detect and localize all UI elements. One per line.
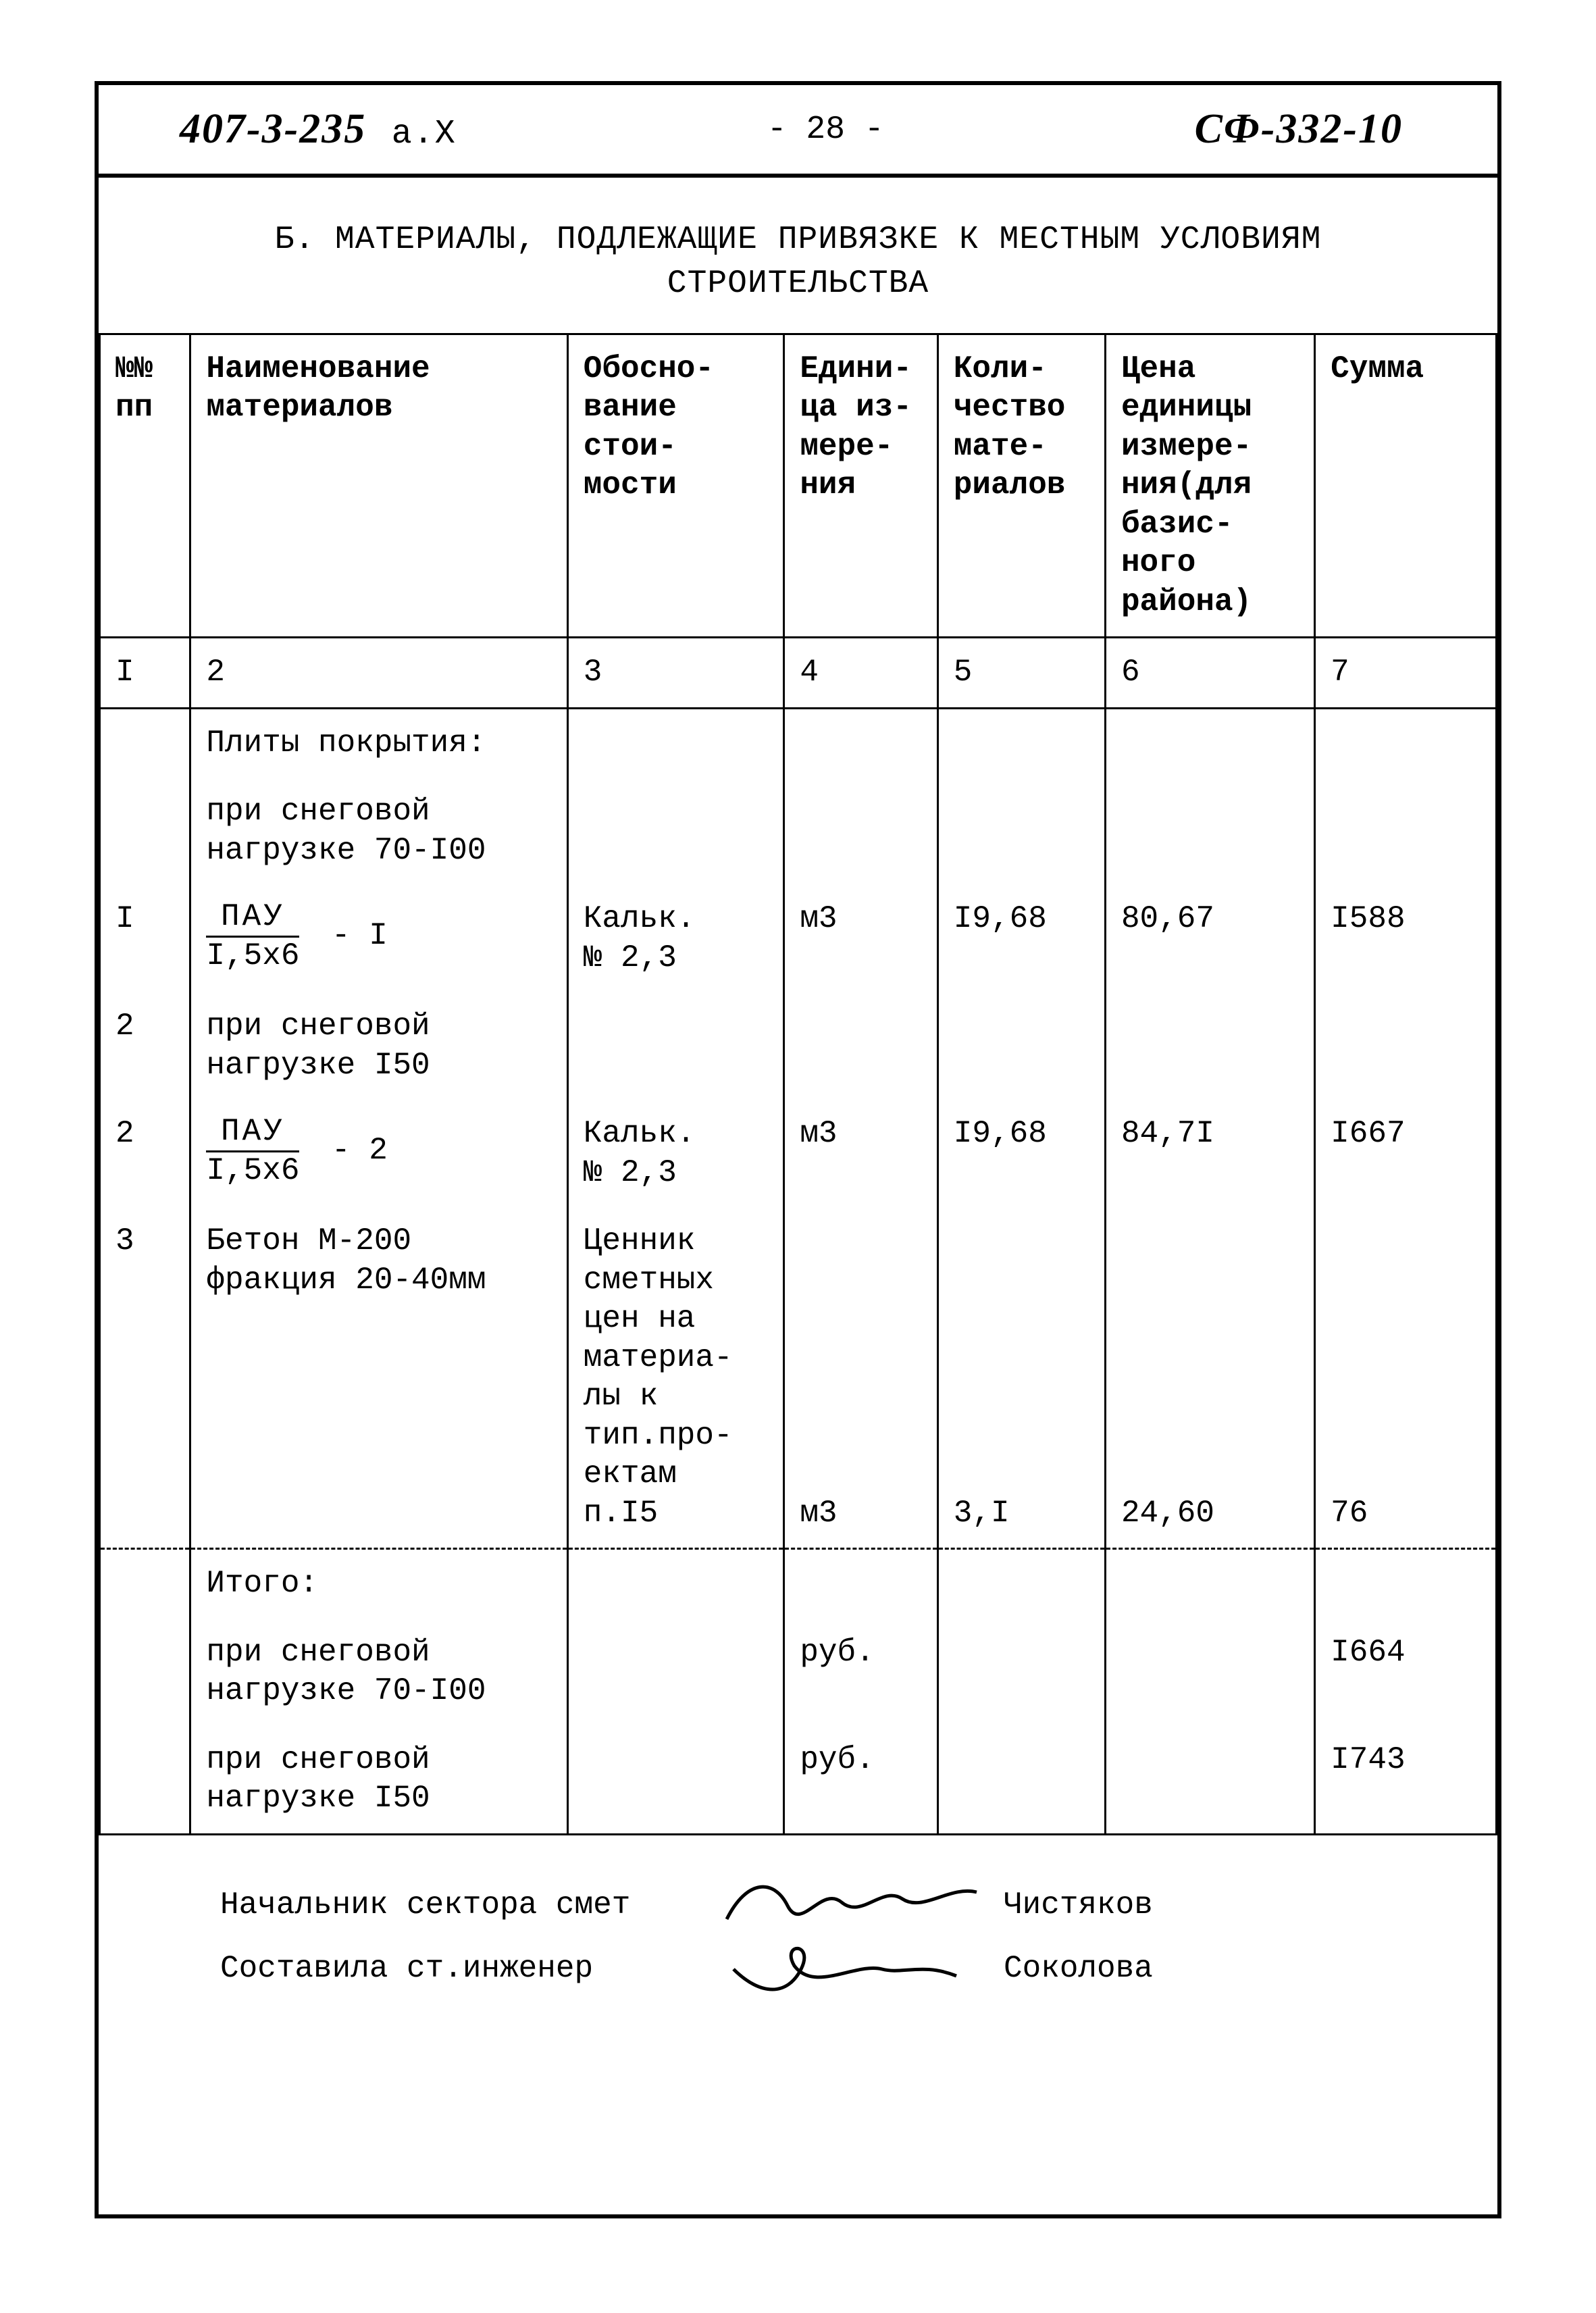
cell-unit: м3	[784, 1207, 937, 1549]
colnum-6: 6	[1105, 638, 1314, 709]
col-header-sum: Сумма	[1315, 334, 1497, 638]
cell-unit: м3	[784, 885, 937, 992]
plate-top: ПАУ	[206, 900, 299, 938]
plate-fraction: ПАУ I,5x6	[206, 1115, 299, 1188]
cell-name: при снеговой нагрузке 70-I00	[190, 1619, 567, 1726]
col-header-price: Цена единицы измере- ния(для базис- ного…	[1105, 334, 1314, 638]
col-header-unit: Едини- ца из- мере- ния	[784, 334, 937, 638]
cell-price: 24,60	[1105, 1207, 1314, 1549]
section-title-line2: СТРОИТЕЛЬСТВА	[180, 262, 1416, 306]
cell-name: при снеговой нагрузке I50	[190, 992, 567, 1100]
table-row: 3 Бетон М-200 фракция 20-40мм Ценник сме…	[100, 1207, 1497, 1549]
cell-sum: I588	[1315, 885, 1497, 992]
plate-suffix: - I	[318, 917, 388, 956]
col-header-qty: Коли- чество мате- риалов	[937, 334, 1105, 638]
col-header-just: Обосно- вание стои- мости	[567, 334, 784, 638]
table-row: при снеговой нагрузке 70-I00	[100, 778, 1497, 885]
page-number: - 28 -	[497, 111, 1154, 148]
table-row: I ПАУ I,5x6 - I Кальк. № 2,3 м3 I9,68 80…	[100, 885, 1497, 992]
page-frame: 407-3-235 а.X - 28 - СФ-332-10 Б. МАТЕРИ…	[95, 81, 1501, 2218]
cell-num: I	[100, 885, 190, 992]
cell-unit: руб.	[784, 1619, 937, 1726]
table-row: 2 при снеговой нагрузке I50	[100, 992, 1497, 1100]
section-title: Б. МАТЕРИАЛЫ, ПОДЛЕЖАЩИЕ ПРИВЯЗКЕ К МЕСТ…	[99, 178, 1497, 333]
table-header-row: №№ пп Наименование материалов Обосно- ва…	[100, 334, 1497, 638]
signature-role: Составила ст.инженер	[220, 1947, 720, 1990]
doc-code-left: 407-3-235 а.X	[180, 105, 457, 153]
table-row-total: при снеговой нагрузке 70-I00 руб. I664	[100, 1619, 1497, 1726]
cell-sum: I664	[1315, 1619, 1497, 1726]
table-row: 2 ПАУ I,5x6 - 2 Кальк. № 2,3 м3 I9,68 84…	[100, 1100, 1497, 1207]
cell-sum: 76	[1315, 1207, 1497, 1549]
cell-name: Итого:	[190, 1549, 567, 1619]
signature-scribble	[720, 1879, 1004, 1933]
cell-unit: м3	[784, 1100, 937, 1207]
cell-qty: I9,68	[937, 1100, 1105, 1207]
table-row-total: при снеговой нагрузке I50 руб. I743	[100, 1726, 1497, 1835]
plate-suffix: - 2	[318, 1132, 388, 1171]
cell-num: 2	[100, 1100, 190, 1207]
cell-unit: руб.	[784, 1726, 937, 1835]
signature-row: Начальник сектора смет Чистяков	[220, 1879, 1430, 1933]
cell-just: Кальк. № 2,3	[567, 885, 784, 992]
cell-just: Ценник сметных цен на материа- лы к тип.…	[567, 1207, 784, 1549]
signature-role: Начальник сектора смет	[220, 1883, 720, 1927]
plate-bottom: I,5x6	[206, 938, 299, 973]
table-row-total: Итого:	[100, 1549, 1497, 1619]
cell-num	[100, 708, 190, 778]
doc-code-left-text: 407-3-235	[180, 106, 366, 152]
cell-name: Бетон М-200 фракция 20-40мм	[190, 1207, 567, 1549]
materials-table: №№ пп Наименование материалов Обосно- ва…	[99, 333, 1497, 1835]
signature-scribble	[720, 1942, 1004, 1996]
col-header-num: №№ пп	[100, 334, 190, 638]
plate-top: ПАУ	[206, 1115, 299, 1152]
cell-name: ПАУ I,5x6 - 2	[190, 1100, 567, 1207]
signature-row: Составила ст.инженер Соколова	[220, 1942, 1430, 1996]
colnum-4: 4	[784, 638, 937, 709]
plate-bottom: I,5x6	[206, 1152, 299, 1188]
table-row: Плиты покрытия:	[100, 708, 1497, 778]
signature-icon	[720, 1929, 990, 2003]
signature-block: Начальник сектора смет Чистяков Составил…	[99, 1835, 1497, 2214]
signature-name: Соколова	[1004, 1947, 1430, 1990]
section-title-line1: Б. МАТЕРИАЛЫ, ПОДЛЕЖАЩИЕ ПРИВЯЗКЕ К МЕСТ…	[180, 218, 1416, 262]
cell-qty: I9,68	[937, 885, 1105, 992]
cell-just: Кальк. № 2,3	[567, 1100, 784, 1207]
col-header-name: Наименование материалов	[190, 334, 567, 638]
colnum-7: 7	[1315, 638, 1497, 709]
signature-name: Чистяков	[1004, 1883, 1430, 1927]
table-colnum-row: I 2 3 4 5 6 7	[100, 638, 1497, 709]
header-row: 407-3-235 а.X - 28 - СФ-332-10	[99, 85, 1497, 178]
cell-qty: 3,I	[937, 1207, 1105, 1549]
colnum-1: I	[100, 638, 190, 709]
cell-num: 2	[100, 992, 190, 1100]
cell-num: 3	[100, 1207, 190, 1549]
cell-name: при снеговой нагрузке 70-I00	[190, 778, 567, 885]
plate-fraction: ПАУ I,5x6	[206, 900, 299, 973]
cell-name: при снеговой нагрузке I50	[190, 1726, 567, 1835]
doc-code-right: СФ-332-10	[1195, 105, 1457, 153]
cell-price: 84,7I	[1105, 1100, 1314, 1207]
colnum-3: 3	[567, 638, 784, 709]
doc-code-ax: а.X	[378, 115, 457, 153]
cell-sum: I667	[1315, 1100, 1497, 1207]
cell-price: 80,67	[1105, 885, 1314, 992]
cell-name: Плиты покрытия:	[190, 708, 567, 778]
colnum-2: 2	[190, 638, 567, 709]
cell-sum: I743	[1315, 1726, 1497, 1835]
cell-name: ПАУ I,5x6 - I	[190, 885, 567, 992]
colnum-5: 5	[937, 638, 1105, 709]
